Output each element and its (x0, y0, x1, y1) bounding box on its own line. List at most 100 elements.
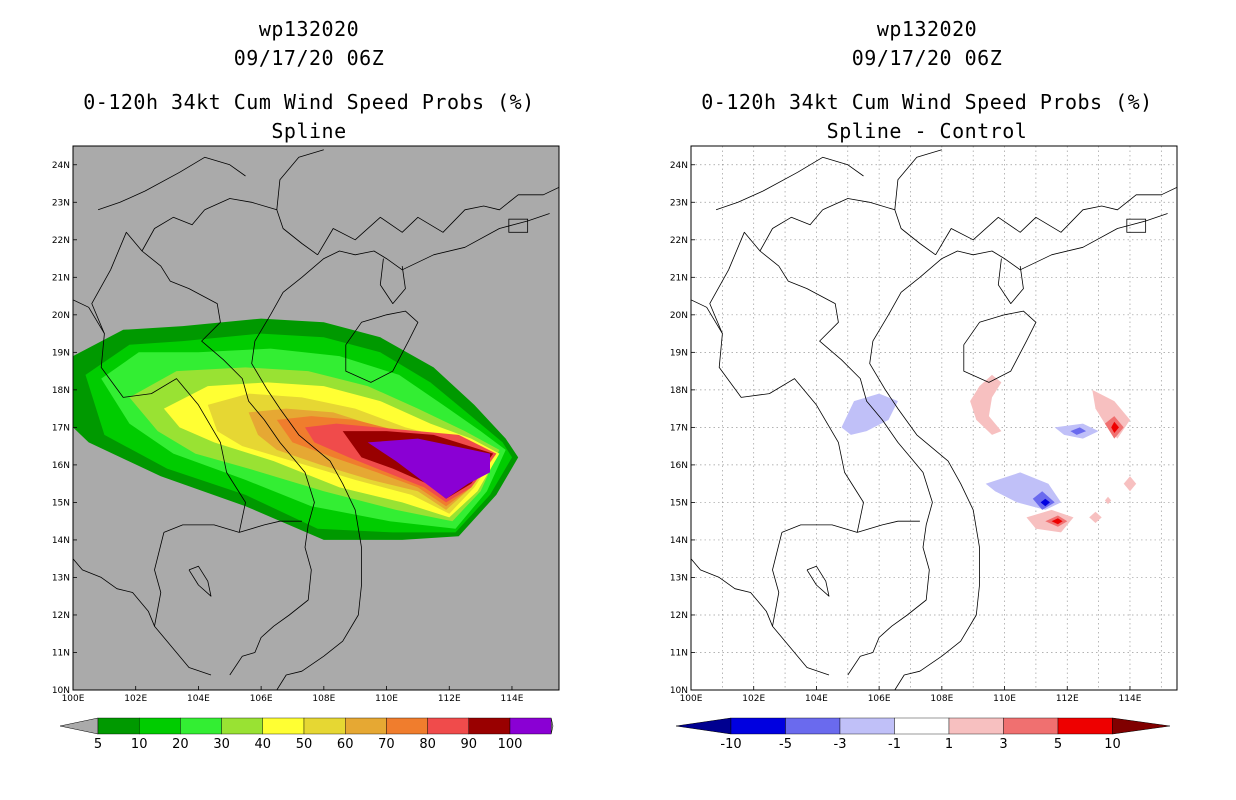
difference-contour (1070, 427, 1087, 435)
colorbar-label: 100 (498, 737, 523, 752)
colorbar-label: 3 (999, 737, 1007, 752)
colorbar-swatch (97, 717, 140, 735)
datetime-title: 09/17/20 06Z (233, 46, 385, 70)
datetime-title: 09/17/20 06Z (851, 46, 1003, 70)
laos-china-border (728, 231, 761, 270)
difference-contour (970, 374, 1002, 435)
colorbar-high-arrow (1112, 717, 1171, 735)
hong-kong-marker (508, 218, 529, 233)
difference-contour (1111, 421, 1119, 433)
colorbar-label: 30 (213, 737, 230, 752)
colorbar-label: 70 (378, 737, 395, 752)
lat-label: 11N (670, 648, 688, 658)
leizhou-peninsula (997, 258, 1024, 305)
lat-label: 24N (52, 161, 70, 171)
lon-label: 108E (312, 694, 335, 704)
laos-thailand-border (91, 269, 246, 533)
colorbar-label: 5 (1054, 737, 1062, 752)
cambodia-thailand-border (163, 520, 302, 533)
lon-label: 104E (187, 694, 210, 704)
colorbar-label: 50 (296, 737, 313, 752)
coastline (869, 213, 1168, 690)
lon-label: 102E (742, 694, 765, 704)
lat-label: 19N (52, 348, 70, 358)
colorbar-swatch (839, 717, 895, 735)
map-content (691, 146, 1177, 690)
lat-label: 12N (670, 611, 688, 621)
china-coast (317, 186, 559, 256)
map-background (691, 146, 1177, 690)
cambodia-thailand-border (781, 520, 920, 533)
lat-label: 22N (670, 236, 688, 246)
difference-contour (841, 393, 898, 435)
lat-label: 12N (52, 611, 70, 621)
guangxi-boundary (276, 149, 324, 210)
colorbar-swatch (509, 717, 552, 735)
colorbar-label: 5 (94, 737, 102, 752)
lat-label: 15N (670, 498, 688, 508)
panel-spline-minus-control: wp132020 09/17/20 06Z 0-120h 34kt Cum Wi… (618, 0, 1236, 800)
storm-id-title: wp132020 (258, 17, 360, 41)
difference-contour (1040, 498, 1050, 507)
coastline (251, 213, 550, 690)
panel-subtitle: Spline - Control (826, 119, 1028, 143)
lon-label: 114E (1119, 694, 1142, 704)
colorbar-swatch (138, 717, 181, 735)
map-frame (690, 145, 1178, 691)
colorbar-swatch (730, 717, 786, 735)
probability-contour-100 (367, 438, 490, 499)
lat-label: 14N (52, 536, 70, 546)
colorbar-swatch (427, 717, 470, 735)
lon-label: 100E (680, 694, 703, 704)
lat-label: 18N (670, 386, 688, 396)
map-spline: 10N 11N 12N 13N 14N 15N 16N 17N 18N 19N 20N 21N 22N 2… (52, 145, 560, 752)
myanmar-thailand-border (691, 299, 723, 334)
lat-label: 19N (670, 348, 688, 358)
colorbar-swatch (262, 717, 305, 735)
vietnam-laos-border (759, 209, 933, 676)
lat-label: 17N (670, 423, 688, 433)
tonle-sap-lake (188, 565, 212, 597)
lat-label: 11N (52, 648, 70, 658)
colorbar-swatch (468, 717, 511, 735)
colorbar-swatch (386, 717, 428, 735)
colorbar-swatch (221, 717, 264, 735)
lon-label: 114E (501, 694, 524, 704)
colorbar-swatch (1057, 717, 1113, 735)
colorbar-swatch (303, 717, 346, 735)
difference-contour (1123, 476, 1137, 492)
hainan-island (345, 310, 419, 383)
lat-label: 14N (670, 536, 688, 546)
lat-label: 24N (670, 161, 688, 171)
colorbar: 5 10 20 30 40 50 60 70 80 90 100 (59, 717, 554, 752)
colorbar-label: 10 (1104, 737, 1121, 752)
lat-label: 10N (52, 686, 70, 696)
lon-label: 106E (250, 694, 273, 704)
thailand-gulf-coast (691, 558, 773, 627)
product-title: 0-120h 34kt Cum Wind Speed Probs (%) (83, 90, 535, 114)
leizhou-peninsula (379, 258, 406, 305)
lat-label: 16N (670, 461, 688, 471)
lat-label: 13N (670, 573, 688, 583)
map-content (73, 149, 559, 690)
vietnam-laos-border (141, 209, 315, 676)
colorbar-label: -1 (888, 737, 901, 752)
map-frame (72, 145, 560, 691)
lat-label: 21N (670, 273, 688, 283)
myanmar-thailand-border (73, 299, 105, 334)
panel-subtitle: Spline (271, 119, 347, 143)
lat-label: 16N (52, 461, 70, 471)
lat-label: 13N (52, 573, 70, 583)
lat-label: 15N (52, 498, 70, 508)
colorbar-low-arrow (675, 717, 732, 735)
lon-label: 104E (805, 694, 828, 704)
lat-label: 20N (670, 311, 688, 321)
colorbar-label: 20 (172, 737, 189, 752)
lat-label: 22N (52, 236, 70, 246)
laos-china-border (110, 231, 143, 270)
lon-label: 108E (930, 694, 953, 704)
colorbar: -10 -5 -3 -1 1 3 5 10 (675, 717, 1171, 752)
difference-contour (1051, 518, 1063, 525)
colorbar-swatch (785, 717, 841, 735)
lon-label: 100E (62, 694, 85, 704)
